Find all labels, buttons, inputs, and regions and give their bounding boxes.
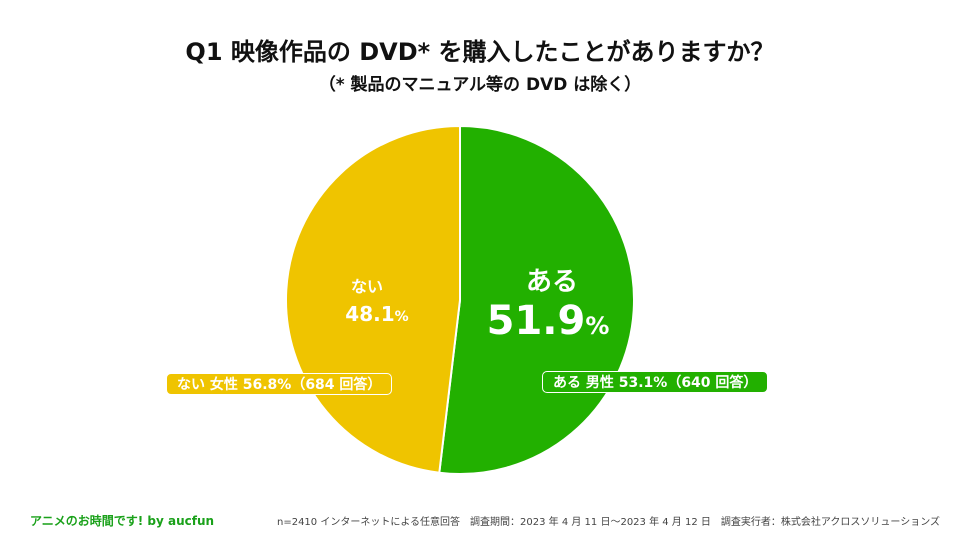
slice-value-nai: 48.1% [345,302,408,326]
footer-survey-note: n=2410 インターネットによる任意回答 調査期間：2023 年 4 月 11… [276,517,940,528]
detail-badge-male: ある 男性 53.1%（640 回答） [542,371,769,393]
chart-title: Q1 映像作品の DVD* を購入したことがありますか？ [185,38,775,66]
slice-label-aru: ある [526,267,578,297]
detail-badge-female: ない 女性 56.8%（684 回答） [166,373,393,395]
slice-label-nai: ない [351,277,383,296]
chart-subtitle: （* 製品のマニュアル等の DVD は除く） [318,75,642,95]
pie-slice-nai [284,124,461,474]
footer-brand: アニメのお時間です! by aucfun [30,514,215,528]
slice-value-aru: 51.9% [487,298,610,344]
